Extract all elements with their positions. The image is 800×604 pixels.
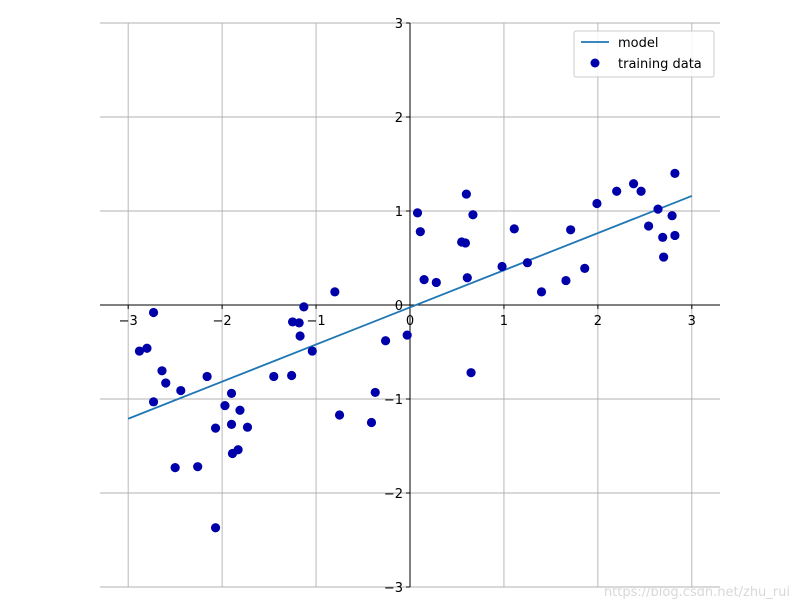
data-point: [210, 423, 221, 433]
data-point: [380, 336, 391, 346]
y-tick-label: −3: [384, 581, 403, 596]
data-point: [658, 232, 668, 242]
data-point: [334, 410, 345, 420]
legend: model training data: [573, 30, 715, 78]
x-tick-label: −3: [119, 314, 138, 329]
y-tick-label: 3: [395, 17, 403, 32]
data-point: [431, 277, 441, 288]
data-point: [580, 263, 590, 273]
data-point: [419, 275, 429, 285]
y-tick-label: 1: [395, 205, 403, 220]
x-tick-label: 0: [406, 314, 414, 329]
data-point: [269, 371, 279, 382]
data-point: [235, 405, 245, 415]
data-point: [566, 225, 576, 235]
data-point: [330, 287, 340, 297]
data-point: [242, 422, 253, 432]
data-point: [307, 346, 317, 356]
data-point: [299, 302, 309, 312]
data-point: [148, 307, 159, 318]
data-point: [592, 198, 602, 209]
data-point: [461, 189, 471, 199]
data-point: [370, 387, 380, 398]
data-point: [226, 419, 237, 429]
data-point: [522, 258, 533, 268]
data-point: [176, 385, 186, 396]
data-point: [210, 523, 221, 533]
model-line-series: [127, 195, 693, 420]
data-point: [157, 366, 167, 376]
y-tick-label: −2: [384, 487, 403, 502]
data-point: [161, 378, 171, 388]
data-point: [193, 462, 203, 472]
data-point: [226, 388, 237, 398]
data-point: [202, 371, 212, 382]
data-point: [561, 275, 571, 286]
data-point: [233, 445, 243, 455]
data-point: [466, 368, 476, 378]
data-point: [415, 227, 425, 237]
data-point: [612, 186, 622, 196]
data-point: [653, 204, 663, 214]
data-point: [636, 186, 646, 196]
data-point: [412, 208, 423, 218]
model-line: [127, 195, 693, 420]
data-point: [670, 230, 680, 241]
data-point: [460, 238, 471, 248]
data-point: [667, 211, 677, 221]
data-point: [659, 252, 669, 262]
data-point: [294, 318, 304, 328]
y-tick-label: −1: [384, 393, 403, 408]
data-point: [497, 261, 507, 272]
data-point: [509, 224, 519, 234]
ticks: −3 −2 −1 0 1 2 3 −3 −2 −1 0 1 2 3: [119, 17, 696, 596]
data-point: [468, 210, 478, 220]
x-tick-label: 1: [500, 314, 508, 329]
data-point: [670, 168, 680, 178]
x-tick-label: 3: [688, 314, 696, 329]
y-tick-label: 2: [395, 111, 403, 126]
data-point: [536, 287, 547, 297]
training-data-series: [134, 168, 680, 533]
x-tick-label: −2: [213, 314, 232, 329]
data-point: [220, 400, 230, 411]
data-point: [148, 397, 159, 407]
data-point: [644, 221, 654, 231]
watermark: https://blog.csdn.net/zhu_rui: [603, 585, 790, 600]
data-point: [462, 273, 472, 283]
x-tick-label: 2: [594, 314, 602, 329]
data-point: [295, 331, 305, 341]
data-point: [142, 343, 152, 353]
legend-training-label: training data: [618, 57, 702, 72]
data-point: [402, 330, 412, 340]
data-point: [170, 463, 180, 473]
legend-model-label: model: [618, 36, 658, 51]
data-point: [366, 417, 377, 428]
data-point: [134, 346, 145, 356]
x-tick-label: −1: [306, 314, 325, 329]
data-point: [287, 370, 297, 381]
y-tick-label: 0: [395, 299, 403, 314]
data-point: [628, 179, 639, 189]
legend-training-swatch: [590, 58, 600, 68]
